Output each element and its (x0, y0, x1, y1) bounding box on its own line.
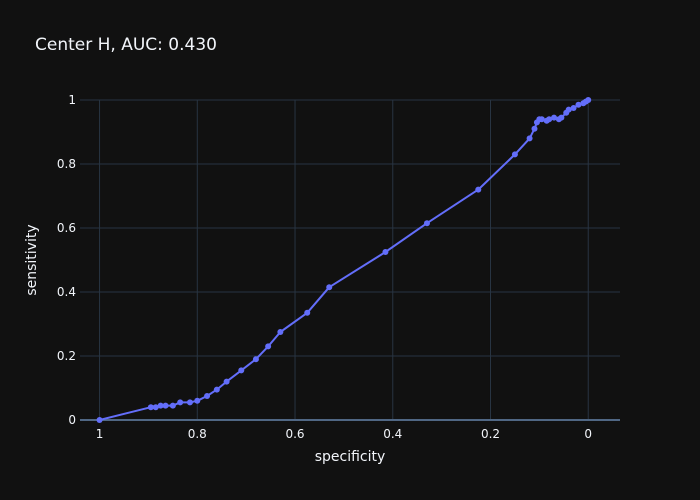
roc-point (213, 386, 220, 393)
x-tick-label: 0 (584, 427, 592, 441)
roc-point (252, 356, 259, 363)
roc-point (558, 114, 565, 121)
series (96, 97, 592, 423)
roc-point (475, 186, 482, 193)
y-tick-label: 0.2 (57, 349, 76, 363)
y-tick-label: 0 (68, 413, 76, 427)
roc-point (152, 404, 159, 411)
roc-point (511, 151, 518, 158)
x-tick-label: 0.6 (285, 427, 304, 441)
roc-point (585, 97, 592, 103)
roc-point (575, 101, 582, 108)
roc-point (531, 125, 538, 132)
y-tick-label: 0.6 (57, 221, 76, 235)
roc-point (223, 378, 230, 385)
roc-point (204, 393, 211, 399)
x-tick-label: 0.8 (188, 427, 207, 441)
roc-point (157, 402, 164, 409)
roc-point (565, 106, 572, 113)
roc-point (162, 402, 169, 409)
roc-point (238, 367, 245, 374)
y-tick-label: 1 (68, 93, 76, 107)
roc-point (551, 114, 558, 121)
roc-point (526, 135, 533, 142)
roc-point (546, 116, 553, 123)
roc-point (177, 399, 184, 406)
x-tick-label: 1 (96, 427, 104, 441)
y-axis-title: sensitivity (24, 224, 40, 295)
y-tick-label: 0.8 (57, 157, 76, 171)
x-tick-label: 0.2 (481, 427, 500, 441)
roc-point (265, 343, 272, 350)
roc-point (194, 397, 201, 404)
grid (80, 99, 620, 420)
roc-point (304, 309, 311, 316)
roc-point (186, 399, 193, 406)
roc-point (382, 249, 389, 255)
roc-point (277, 329, 284, 335)
chart-title: Center H, AUC: 0.430 (35, 35, 217, 55)
roc-point (570, 105, 577, 111)
roc-point (169, 402, 176, 409)
roc-point (538, 116, 545, 123)
x-axis-title: specificity (315, 449, 386, 465)
roc-point (326, 284, 333, 291)
axes: 1 0.8 0.6 0.4 0.2 0 0 0.2 0.4 0.6 0.8 1 (57, 93, 620, 441)
roc-point (147, 404, 154, 411)
y-tick-label: 0.4 (57, 285, 76, 299)
x-tick-label: 0.4 (383, 427, 402, 441)
roc-point (423, 220, 430, 227)
roc-point (96, 417, 103, 423)
